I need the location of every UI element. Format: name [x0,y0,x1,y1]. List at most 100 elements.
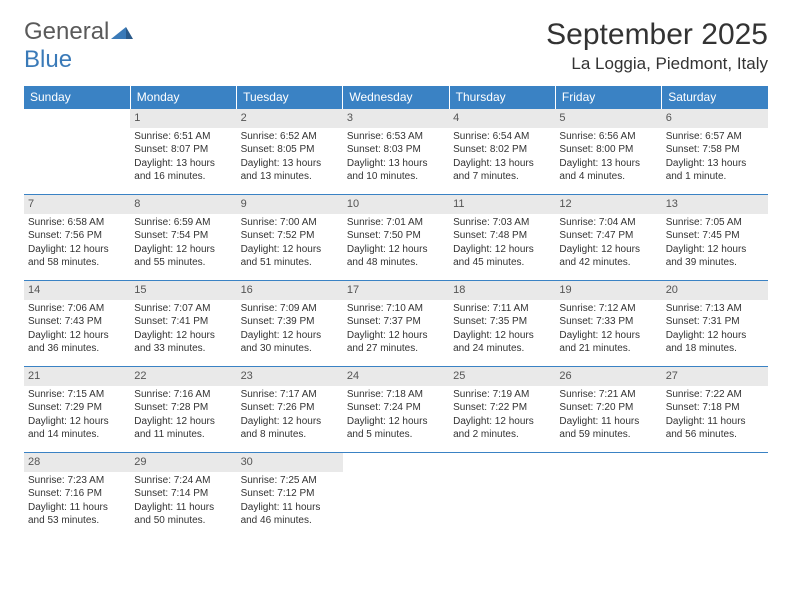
calendar-day-cell: 29 Sunrise: 7:24 AMSunset: 7:14 PMDayligh… [130,453,236,539]
calendar-day-cell: 9 Sunrise: 7:00 AMSunset: 7:52 PMDaylight… [237,195,343,281]
day-number: 13 [662,195,768,214]
day-details: Sunrise: 6:53 AMSunset: 8:03 PMDaylight:… [347,130,445,184]
day-details: Sunrise: 6:52 AMSunset: 8:05 PMDaylight:… [241,130,339,184]
day-details: Sunrise: 6:51 AMSunset: 8:07 PMDaylight:… [134,130,232,184]
day-details: Sunrise: 7:00 AMSunset: 7:52 PMDaylight:… [241,216,339,270]
day-details: Sunrise: 7:19 AMSunset: 7:22 PMDaylight:… [453,388,551,442]
weekday-header: Tuesday [237,86,343,109]
calendar-day-cell: 16Sunrise: 7:09 AMSunset: 7:39 PMDayligh… [237,281,343,367]
day-details: Sunrise: 7:03 AMSunset: 7:48 PMDaylight:… [453,216,551,270]
calendar-day-cell: 13 Sunrise: 7:05 AMSunset: 7:45 PMDayligh… [662,195,768,281]
day-details: Sunrise: 7:17 AMSunset: 7:26 PMDaylight:… [241,388,339,442]
calendar-empty-cell [24,109,130,195]
day-number: 8 [130,195,236,214]
weekday-header: Thursday [449,86,555,109]
calendar-day-cell: 1 Sunrise: 6:51 AMSunset: 8:07 PMDaylight… [130,109,236,195]
logo: General Blue [24,18,133,74]
calendar-row: 14 Sunrise: 7:06 AMSunset: 7:43 PMDayligh… [24,281,768,367]
day-number: 14 [24,281,130,300]
calendar-day-cell: 14 Sunrise: 7:06 AMSunset: 7:43 PMDayligh… [24,281,130,367]
calendar-day-cell: 15 Sunrise: 7:07 AMSunset: 7:41 PMDayligh… [130,281,236,367]
calendar-table: SundayMondayTuesdayWednesdayThursdayFrid… [24,86,768,539]
day-number: 21 [24,367,130,386]
day-number: 20 [662,281,768,300]
calendar-day-cell: 6 Sunrise: 6:57 AMSunset: 7:58 PMDaylight… [662,109,768,195]
day-number: 10 [343,195,449,214]
day-number: 11 [449,195,555,214]
day-details: Sunrise: 7:23 AMSunset: 7:16 PMDaylight:… [28,474,126,528]
calendar-row: 7 Sunrise: 6:58 AMSunset: 7:56 PMDaylight… [24,195,768,281]
day-details: Sunrise: 6:56 AMSunset: 8:00 PMDaylight:… [559,130,657,184]
logo-triangle-icon [111,23,133,44]
calendar-day-cell: 20 Sunrise: 7:13 AMSunset: 7:31 PMDayligh… [662,281,768,367]
day-number: 7 [24,195,130,214]
day-number: 30 [237,453,343,472]
day-number: 12 [555,195,661,214]
day-details: Sunrise: 7:06 AMSunset: 7:43 PMDaylight:… [28,302,126,356]
calendar-day-cell: 4 Sunrise: 6:54 AMSunset: 8:02 PMDaylight… [449,109,555,195]
day-number: 26 [555,367,661,386]
calendar-day-cell: 11 Sunrise: 7:03 AMSunset: 7:48 PMDayligh… [449,195,555,281]
day-details: Sunrise: 7:24 AMSunset: 7:14 PMDaylight:… [134,474,232,528]
header: General Blue September 2025 La Loggia, P… [24,18,768,74]
calendar-day-cell: 30 Sunrise: 7:25 AMSunset: 7:12 PMDayligh… [237,453,343,539]
day-number: 24 [343,367,449,386]
day-details: Sunrise: 7:15 AMSunset: 7:29 PMDaylight:… [28,388,126,442]
calendar-day-cell: 25Sunrise: 7:19 AMSunset: 7:22 PMDayligh… [449,367,555,453]
month-title: September 2025 [546,18,768,52]
day-details: Sunrise: 7:13 AMSunset: 7:31 PMDaylight:… [666,302,764,356]
calendar-body: 1 Sunrise: 6:51 AMSunset: 8:07 PMDaylight… [24,109,768,539]
calendar-day-cell: 3 Sunrise: 6:53 AMSunset: 8:03 PMDaylight… [343,109,449,195]
calendar-day-cell: 12 Sunrise: 7:04 AMSunset: 7:47 PMDayligh… [555,195,661,281]
calendar-row: 21 Sunrise: 7:15 AMSunset: 7:29 PMDayligh… [24,367,768,453]
day-number: 5 [555,109,661,128]
day-details: Sunrise: 6:58 AMSunset: 7:56 PMDaylight:… [28,216,126,270]
day-number: 28 [24,453,130,472]
day-number: 22 [130,367,236,386]
calendar-empty-cell [449,453,555,539]
calendar-row: 28 Sunrise: 7:23 AMSunset: 7:16 PMDayligh… [24,453,768,539]
day-details: Sunrise: 7:07 AMSunset: 7:41 PMDaylight:… [134,302,232,356]
calendar-day-cell: 22 Sunrise: 7:16 AMSunset: 7:28 PMDayligh… [130,367,236,453]
day-details: Sunrise: 7:16 AMSunset: 7:28 PMDaylight:… [134,388,232,442]
day-number: 18 [449,281,555,300]
weekday-header: Wednesday [343,86,449,109]
day-details: Sunrise: 7:05 AMSunset: 7:45 PMDaylight:… [666,216,764,270]
day-number: 4 [449,109,555,128]
calendar-day-cell: 28 Sunrise: 7:23 AMSunset: 7:16 PMDayligh… [24,453,130,539]
day-details: Sunrise: 7:01 AMSunset: 7:50 PMDaylight:… [347,216,445,270]
day-details: Sunrise: 7:12 AMSunset: 7:33 PMDaylight:… [559,302,657,356]
calendar-header-row: SundayMondayTuesdayWednesdayThursdayFrid… [24,86,768,109]
calendar-day-cell: 23 Sunrise: 7:17 AMSunset: 7:26 PMDayligh… [237,367,343,453]
calendar-empty-cell [343,453,449,539]
day-number: 2 [237,109,343,128]
day-number: 15 [130,281,236,300]
location-text: La Loggia, Piedmont, Italy [546,54,768,74]
day-number: 6 [662,109,768,128]
day-number: 27 [662,367,768,386]
day-details: Sunrise: 6:54 AMSunset: 8:02 PMDaylight:… [453,130,551,184]
day-details: Sunrise: 7:21 AMSunset: 7:20 PMDaylight:… [559,388,657,442]
day-number: 1 [130,109,236,128]
calendar-empty-cell [555,453,661,539]
calendar-day-cell: 7 Sunrise: 6:58 AMSunset: 7:56 PMDaylight… [24,195,130,281]
day-details: Sunrise: 7:22 AMSunset: 7:18 PMDaylight:… [666,388,764,442]
calendar-empty-cell [662,453,768,539]
day-number: 16 [237,281,343,300]
day-details: Sunrise: 7:04 AMSunset: 7:47 PMDaylight:… [559,216,657,270]
logo-text-blue: Blue [24,46,72,73]
calendar-day-cell: 19Sunrise: 7:12 AMSunset: 7:33 PMDayligh… [555,281,661,367]
day-number: 29 [130,453,236,472]
weekday-header: Friday [555,86,661,109]
day-number: 3 [343,109,449,128]
title-block: September 2025 La Loggia, Piedmont, Ital… [546,18,768,74]
calendar-day-cell: 8Sunrise: 6:59 AMSunset: 7:54 PMDaylight… [130,195,236,281]
calendar-day-cell: 21 Sunrise: 7:15 AMSunset: 7:29 PMDayligh… [24,367,130,453]
day-details: Sunrise: 6:57 AMSunset: 7:58 PMDaylight:… [666,130,764,184]
day-number: 9 [237,195,343,214]
calendar-day-cell: 26 Sunrise: 7:21 AMSunset: 7:20 PMDayligh… [555,367,661,453]
calendar-row: 1 Sunrise: 6:51 AMSunset: 8:07 PMDaylight… [24,109,768,195]
day-details: Sunrise: 7:25 AMSunset: 7:12 PMDaylight:… [241,474,339,528]
day-number: 23 [237,367,343,386]
day-details: Sunrise: 7:10 AMSunset: 7:37 PMDaylight:… [347,302,445,356]
